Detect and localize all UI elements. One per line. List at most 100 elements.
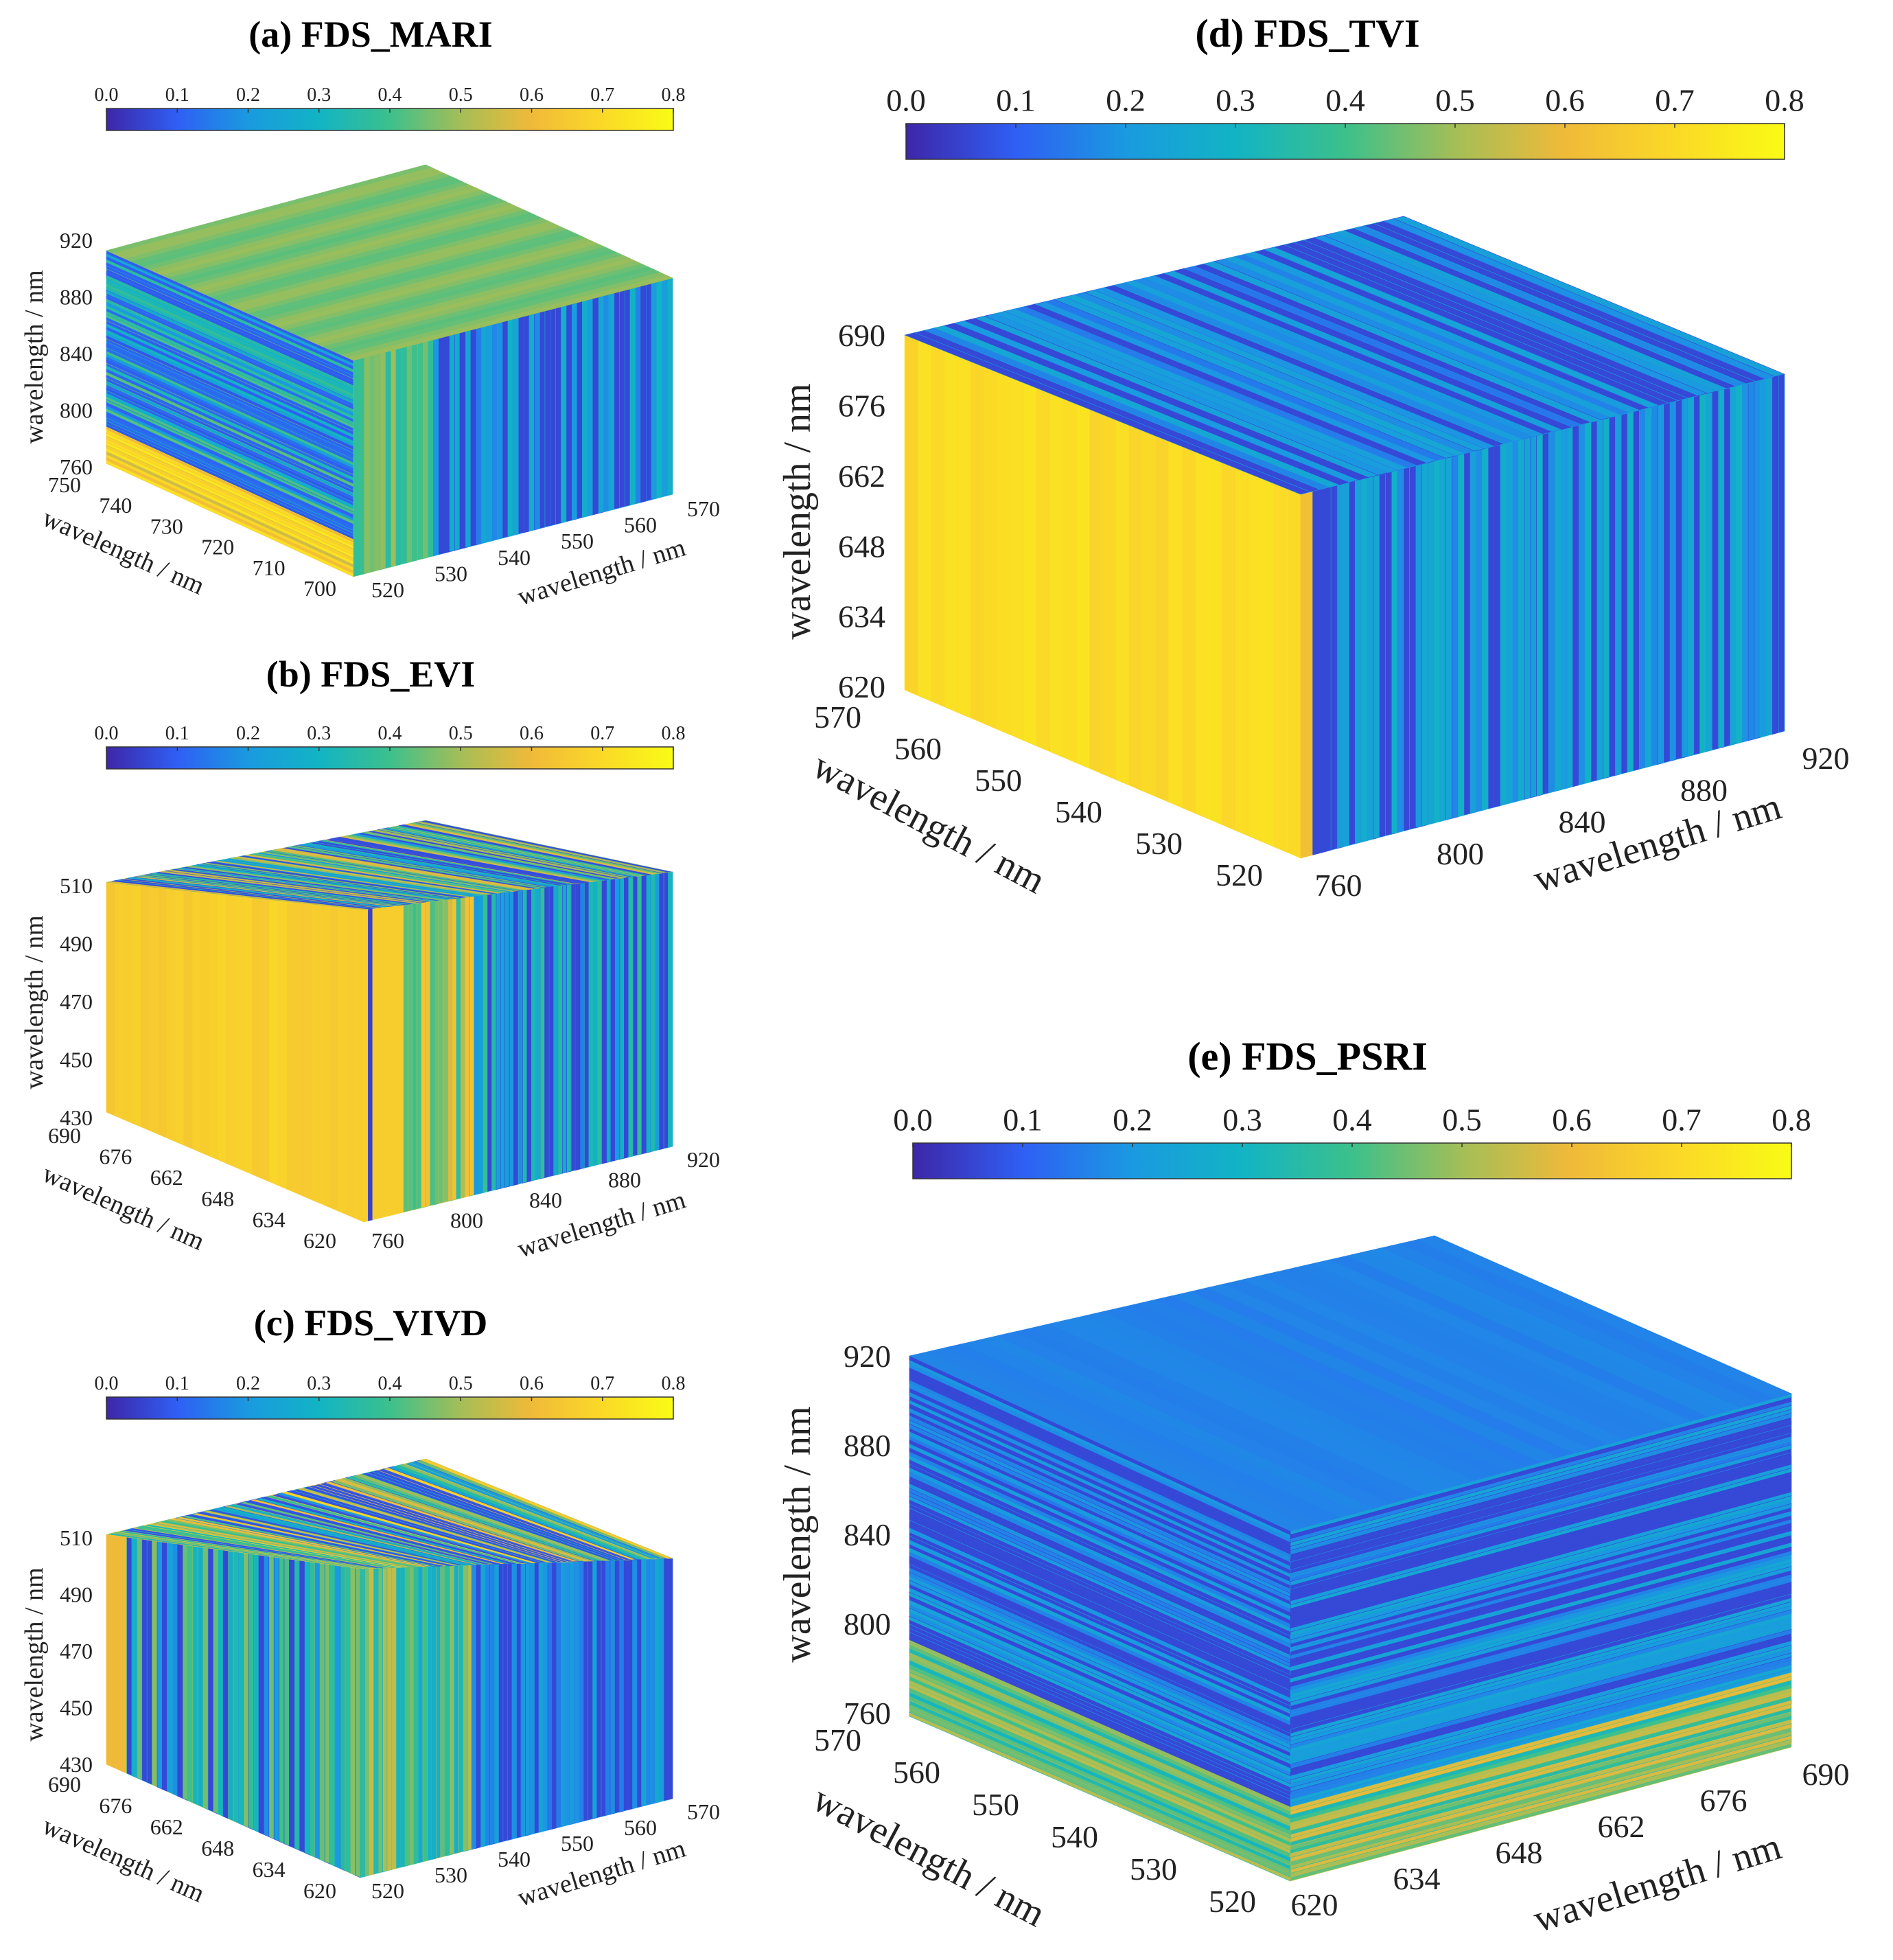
right-axis-tick-label: 620 bbox=[1291, 1887, 1338, 1922]
cube-face-strip bbox=[412, 903, 417, 1211]
cube-face-strip bbox=[422, 1566, 428, 1863]
z-axis-tick-label: 490 bbox=[60, 932, 93, 956]
cube-face-strip bbox=[334, 1565, 340, 1869]
cube-face-strip bbox=[252, 897, 262, 1179]
cube-face-strip bbox=[623, 877, 629, 1159]
cube-face-strip bbox=[353, 358, 360, 577]
colorbar-tick-label: 0.3 bbox=[307, 723, 331, 744]
cube-face-strip bbox=[520, 1563, 526, 1838]
cube-face-strip bbox=[312, 903, 321, 1204]
panel-b-cube bbox=[106, 820, 673, 1223]
cube-face-strip bbox=[1155, 435, 1169, 803]
cube-face-strip bbox=[431, 1566, 437, 1860]
cube-face-strip bbox=[650, 873, 655, 1153]
colorbar-tick-label: 0.5 bbox=[1442, 1103, 1482, 1138]
cube-face-strip bbox=[454, 332, 461, 551]
left-axis-tick-label: 520 bbox=[1216, 857, 1263, 892]
cube-face-strip bbox=[140, 885, 150, 1131]
cube-face-strip bbox=[1247, 472, 1262, 842]
colorbar-tick-label: 0.3 bbox=[1222, 1103, 1262, 1138]
z-axis-tick-label: 662 bbox=[838, 459, 885, 494]
cube-face-strip bbox=[570, 1561, 575, 1825]
cube-face-strip bbox=[636, 1559, 642, 1808]
cube-top-face bbox=[106, 820, 673, 910]
cube-face-strip bbox=[372, 908, 378, 1221]
cube-face-strip bbox=[513, 890, 519, 1186]
cube-face-strip bbox=[623, 1559, 629, 1812]
cube-face-strip bbox=[1476, 449, 1483, 813]
left-axis-tick-label: 700 bbox=[303, 576, 336, 601]
cube-face-strip bbox=[166, 888, 176, 1142]
cube-face-strip bbox=[1306, 491, 1313, 857]
cube-face-strip bbox=[132, 884, 141, 1127]
left-axis-tick-label: 520 bbox=[1209, 1884, 1256, 1919]
right-axis-tick-label: 530 bbox=[434, 1863, 467, 1887]
cube-face-strip bbox=[544, 886, 550, 1178]
cube-face-strip bbox=[507, 319, 513, 538]
cube-face-strip bbox=[1445, 456, 1452, 820]
z-axis-tick-label: 510 bbox=[60, 873, 93, 898]
cube-face-strip bbox=[260, 898, 270, 1182]
cube-face-strip bbox=[123, 884, 132, 1124]
cube-face-strip bbox=[425, 901, 430, 1208]
cube-face-strip bbox=[635, 286, 641, 505]
cube-face-strip bbox=[461, 897, 466, 1199]
cube-top-face bbox=[106, 164, 673, 361]
cube-face-strip bbox=[456, 897, 461, 1200]
colorbar-tick-label: 0.3 bbox=[1216, 83, 1255, 118]
cube-face-strip bbox=[407, 903, 413, 1212]
cube-top-face bbox=[904, 216, 1785, 495]
cube-face-strip bbox=[984, 366, 997, 730]
cube-face-strip bbox=[1639, 408, 1646, 770]
cube-face-strip bbox=[1168, 441, 1183, 808]
panel-e-left-ticks: 570 560 550 540 530 520 bbox=[814, 1722, 1256, 1919]
cube-face-strip bbox=[1367, 476, 1374, 841]
z-axis-tick-label: 634 bbox=[838, 599, 885, 634]
cube-face-strip bbox=[1409, 465, 1416, 830]
cube-face-strip bbox=[1536, 434, 1543, 797]
cube-face-strip bbox=[547, 1562, 553, 1831]
cube-face-strip bbox=[565, 1561, 570, 1826]
colorbar-tick-label: 0.3 bbox=[307, 1373, 331, 1394]
cube-face-strip bbox=[539, 887, 545, 1179]
right-axis-tick-label: 920 bbox=[1802, 741, 1850, 776]
cube-face-strip bbox=[386, 1567, 392, 1871]
cube-face-strip bbox=[382, 1567, 388, 1873]
z-axis-tick-label: 880 bbox=[60, 285, 93, 310]
left-axis-tick-label: 530 bbox=[1130, 1852, 1177, 1887]
cube-face-strip bbox=[238, 1552, 244, 1826]
cube-face-strip bbox=[406, 345, 413, 564]
z-axis-tick-label: 920 bbox=[60, 228, 93, 253]
colorbar-tick-label: 0.6 bbox=[520, 723, 544, 744]
cube-face-strip bbox=[191, 890, 201, 1153]
right-axis-tick-label: 570 bbox=[687, 496, 720, 521]
cube-face-strip bbox=[465, 896, 470, 1198]
cube-face-strip bbox=[385, 350, 391, 569]
colorbar-tick-label: 0.6 bbox=[520, 84, 544, 106]
cube-face-strip bbox=[1421, 462, 1428, 827]
cube-face-strip bbox=[1699, 393, 1706, 754]
cube-face-strip bbox=[629, 287, 636, 506]
cube-face-strip bbox=[1754, 380, 1761, 739]
cube-face-strip bbox=[663, 1558, 669, 1801]
cube-face-strip bbox=[1615, 414, 1622, 776]
cube-face-strip bbox=[619, 877, 625, 1160]
cube-face-strip bbox=[197, 1546, 203, 1808]
right-axis-tick-label: 550 bbox=[561, 529, 594, 553]
cube-face-strip bbox=[1403, 467, 1410, 832]
cube-face-strip bbox=[1319, 487, 1325, 854]
z-axis-tick-label: 470 bbox=[60, 989, 93, 1014]
cube-face-strip bbox=[654, 1558, 660, 1803]
cube-face-strip bbox=[579, 882, 585, 1170]
colorbar-tick-label: 0.4 bbox=[1332, 1103, 1372, 1138]
panel-b-title: (b) FDS_EVI bbox=[266, 654, 476, 695]
panel-d-right-ticks: 760 800 840 880 920 bbox=[1315, 741, 1850, 903]
cube-face-strip bbox=[1742, 382, 1749, 743]
cube-face-strip bbox=[1373, 474, 1380, 840]
left-axis-tick-label: 720 bbox=[201, 535, 234, 560]
left-axis-tick-label: 676 bbox=[99, 1793, 132, 1818]
cube-face-strip bbox=[662, 279, 668, 498]
colorbar-tick-label: 0.5 bbox=[449, 84, 473, 106]
cube-face-strip bbox=[314, 1562, 321, 1860]
cube-face-strip bbox=[548, 886, 554, 1177]
